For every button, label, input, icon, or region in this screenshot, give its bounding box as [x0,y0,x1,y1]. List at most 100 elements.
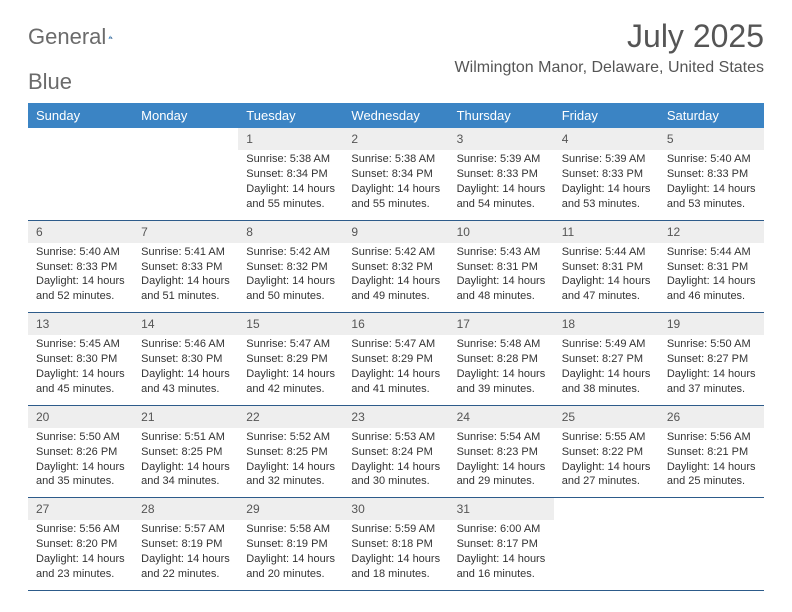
day-content: Sunrise: 5:39 AMSunset: 8:33 PMDaylight:… [449,150,554,219]
sunset-text: Sunset: 8:34 PM [246,167,335,182]
title-block: July 2025 Wilmington Manor, Delaware, Un… [455,18,764,77]
daylight-text: Daylight: 14 hours and 45 minutes. [36,367,125,397]
calendar-day-cell: 28Sunrise: 5:57 AMSunset: 8:19 PMDayligh… [133,498,238,591]
day-content: Sunrise: 5:52 AMSunset: 8:25 PMDaylight:… [238,428,343,497]
sunset-text: Sunset: 8:32 PM [246,260,335,275]
daylight-text: Daylight: 14 hours and 46 minutes. [667,274,756,304]
day-number: 25 [554,406,659,428]
sunset-text: Sunset: 8:23 PM [457,445,546,460]
day-number: 19 [659,313,764,335]
sunrise-text: Sunrise: 5:54 AM [457,430,546,445]
sunrise-text: Sunrise: 5:43 AM [457,245,546,260]
daylight-text: Daylight: 14 hours and 34 minutes. [141,460,230,490]
sunset-text: Sunset: 8:33 PM [457,167,546,182]
calendar-day-cell: 22Sunrise: 5:52 AMSunset: 8:25 PMDayligh… [238,405,343,498]
sunset-text: Sunset: 8:31 PM [667,260,756,275]
day-content: Sunrise: 5:39 AMSunset: 8:33 PMDaylight:… [554,150,659,219]
day-content: Sunrise: 5:57 AMSunset: 8:19 PMDaylight:… [133,520,238,589]
sunset-text: Sunset: 8:25 PM [141,445,230,460]
daylight-text: Daylight: 14 hours and 35 minutes. [36,460,125,490]
sunrise-text: Sunrise: 5:59 AM [351,522,440,537]
daylight-text: Daylight: 14 hours and 29 minutes. [457,460,546,490]
day-content: Sunrise: 5:45 AMSunset: 8:30 PMDaylight:… [28,335,133,404]
calendar-day-cell: 7Sunrise: 5:41 AMSunset: 8:33 PMDaylight… [133,220,238,313]
daylight-text: Daylight: 14 hours and 53 minutes. [667,182,756,212]
day-content: Sunrise: 5:46 AMSunset: 8:30 PMDaylight:… [133,335,238,404]
day-number: 7 [133,221,238,243]
day-number: 13 [28,313,133,335]
sunrise-text: Sunrise: 5:40 AM [36,245,125,260]
daylight-text: Daylight: 14 hours and 53 minutes. [562,182,651,212]
calendar-day-cell: 19Sunrise: 5:50 AMSunset: 8:27 PMDayligh… [659,313,764,406]
day-number: 20 [28,406,133,428]
day-number: 4 [554,128,659,150]
sunset-text: Sunset: 8:29 PM [351,352,440,367]
calendar-week-row: 13Sunrise: 5:45 AMSunset: 8:30 PMDayligh… [28,313,764,406]
day-content: Sunrise: 5:41 AMSunset: 8:33 PMDaylight:… [133,243,238,312]
calendar-day-cell [554,498,659,591]
calendar-day-cell: 1Sunrise: 5:38 AMSunset: 8:34 PMDaylight… [238,128,343,220]
sunset-text: Sunset: 8:31 PM [562,260,651,275]
daylight-text: Daylight: 14 hours and 43 minutes. [141,367,230,397]
sunrise-text: Sunrise: 5:53 AM [351,430,440,445]
sunset-text: Sunset: 8:29 PM [246,352,335,367]
sunset-text: Sunset: 8:21 PM [667,445,756,460]
day-content: Sunrise: 5:47 AMSunset: 8:29 PMDaylight:… [238,335,343,404]
calendar-day-cell: 29Sunrise: 5:58 AMSunset: 8:19 PMDayligh… [238,498,343,591]
sunrise-text: Sunrise: 5:41 AM [141,245,230,260]
daylight-text: Daylight: 14 hours and 22 minutes. [141,552,230,582]
day-content: Sunrise: 6:00 AMSunset: 8:17 PMDaylight:… [449,520,554,589]
day-number: 22 [238,406,343,428]
daylight-text: Daylight: 14 hours and 42 minutes. [246,367,335,397]
logo: General [28,18,134,50]
calendar-day-cell: 30Sunrise: 5:59 AMSunset: 8:18 PMDayligh… [343,498,448,591]
daylight-text: Daylight: 14 hours and 32 minutes. [246,460,335,490]
day-content: Sunrise: 5:42 AMSunset: 8:32 PMDaylight:… [343,243,448,312]
sunset-text: Sunset: 8:32 PM [351,260,440,275]
day-number: 30 [343,498,448,520]
sunset-text: Sunset: 8:28 PM [457,352,546,367]
day-number: 21 [133,406,238,428]
calendar-day-cell [659,498,764,591]
sunrise-text: Sunrise: 5:39 AM [562,152,651,167]
sunrise-text: Sunrise: 5:38 AM [351,152,440,167]
day-content: Sunrise: 5:58 AMSunset: 8:19 PMDaylight:… [238,520,343,589]
sunset-text: Sunset: 8:33 PM [562,167,651,182]
daylight-text: Daylight: 14 hours and 52 minutes. [36,274,125,304]
sunset-text: Sunset: 8:31 PM [457,260,546,275]
day-number: 10 [449,221,554,243]
calendar-day-cell: 11Sunrise: 5:44 AMSunset: 8:31 PMDayligh… [554,220,659,313]
day-number: 24 [449,406,554,428]
day-number: 31 [449,498,554,520]
day-number: 3 [449,128,554,150]
sunset-text: Sunset: 8:27 PM [562,352,651,367]
day-number: 9 [343,221,448,243]
day-content: Sunrise: 5:42 AMSunset: 8:32 PMDaylight:… [238,243,343,312]
day-content: Sunrise: 5:38 AMSunset: 8:34 PMDaylight:… [238,150,343,219]
logo-sail-icon [108,27,113,47]
daylight-text: Daylight: 14 hours and 47 minutes. [562,274,651,304]
calendar-day-cell: 5Sunrise: 5:40 AMSunset: 8:33 PMDaylight… [659,128,764,220]
calendar-week-row: 27Sunrise: 5:56 AMSunset: 8:20 PMDayligh… [28,498,764,591]
sunrise-text: Sunrise: 5:51 AM [141,430,230,445]
day-content: Sunrise: 5:51 AMSunset: 8:25 PMDaylight:… [133,428,238,497]
daylight-text: Daylight: 14 hours and 49 minutes. [351,274,440,304]
sunrise-text: Sunrise: 5:50 AM [36,430,125,445]
day-number: 29 [238,498,343,520]
daylight-text: Daylight: 14 hours and 20 minutes. [246,552,335,582]
sunset-text: Sunset: 8:19 PM [246,537,335,552]
sunset-text: Sunset: 8:34 PM [351,167,440,182]
day-content: Sunrise: 5:48 AMSunset: 8:28 PMDaylight:… [449,335,554,404]
day-content: Sunrise: 5:56 AMSunset: 8:20 PMDaylight:… [28,520,133,589]
day-number: 12 [659,221,764,243]
sunrise-text: Sunrise: 5:47 AM [351,337,440,352]
month-title: July 2025 [455,18,764,55]
sunrise-text: Sunrise: 5:38 AM [246,152,335,167]
daylight-text: Daylight: 14 hours and 50 minutes. [246,274,335,304]
calendar-day-cell: 8Sunrise: 5:42 AMSunset: 8:32 PMDaylight… [238,220,343,313]
day-number: 17 [449,313,554,335]
day-number: 14 [133,313,238,335]
sunset-text: Sunset: 8:20 PM [36,537,125,552]
daylight-text: Daylight: 14 hours and 18 minutes. [351,552,440,582]
day-number: 18 [554,313,659,335]
